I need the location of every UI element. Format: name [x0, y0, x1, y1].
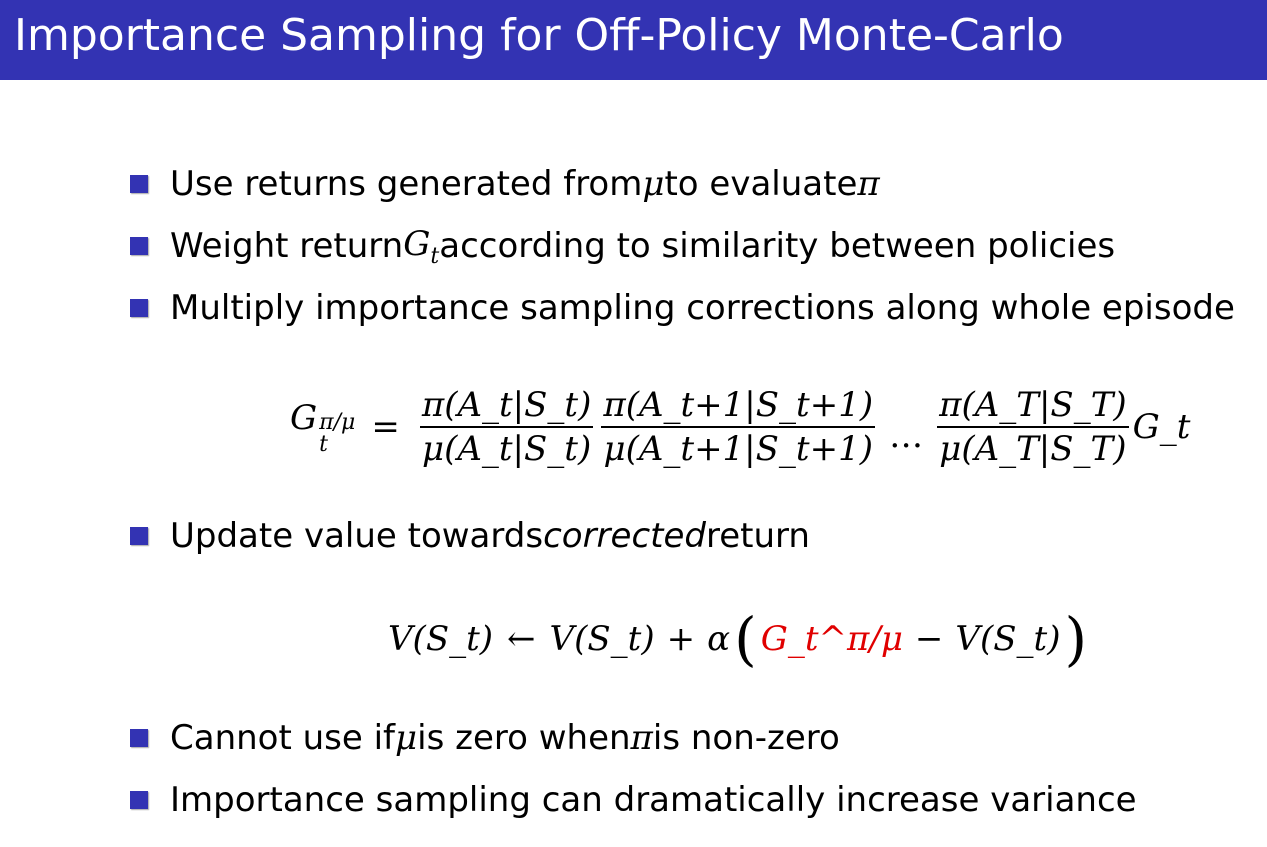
bullet-square-icon	[130, 527, 148, 545]
eq2-arrow: ←	[507, 619, 536, 659]
bullet-square-icon	[130, 729, 148, 747]
eq1-dots: …	[889, 416, 924, 456]
eq1-tail: G_t	[1132, 407, 1191, 447]
eq2-lhs: V(S_t)	[388, 619, 494, 659]
eq2-close-paren: )	[1064, 605, 1088, 673]
bullet-4-emphasis: corrected	[543, 516, 706, 556]
slide-title: Importance Sampling for Off-Policy Monte…	[14, 10, 1064, 61]
eq2-corrected-return: G_t^π/μ	[760, 619, 903, 659]
bullet-item-4: Update value towards corrected return	[130, 514, 810, 558]
bullet-3-text: Multiply importance sampling corrections…	[170, 288, 1235, 328]
bullet-square-icon	[130, 237, 148, 255]
bullet-item-6: Importance sampling can dramatically inc…	[130, 778, 1137, 822]
pi-symbol: π	[857, 164, 880, 204]
mu-symbol: μ	[395, 718, 418, 758]
value-update-equation: V(S_t) ← V(S_t) + α ( G_t^π/μ − V(S_t) )	[388, 604, 1091, 674]
bullet-item-1: Use returns generated from μ to evaluate…	[130, 162, 880, 206]
eq2-alpha: α	[707, 619, 731, 659]
bullet-item-2: Weight return Gt according to similarity…	[130, 223, 1116, 269]
bullet-4-text-pre: Update value towards	[170, 516, 544, 556]
bullet-2-text-pre: Weight return	[170, 226, 404, 266]
bullet-1-text-pre: Use returns generated from	[170, 164, 643, 204]
eq1-fraction-1: π(A_t|S_t) μ(A_t|S_t)	[419, 385, 594, 469]
slide-header: Importance Sampling for Off-Policy Monte…	[0, 0, 1267, 80]
bullet-6-text: Importance sampling can dramatically inc…	[170, 780, 1137, 820]
bullet-2-text-post: according to similarity between policies	[439, 226, 1116, 266]
bullet-square-icon	[130, 791, 148, 809]
eq2-minus: −	[914, 619, 944, 659]
bullet-square-icon	[130, 299, 148, 317]
eq1-fraction-3: π(A_T|S_T) μ(A_T|S_T)	[937, 385, 1129, 469]
pi-symbol: π	[630, 718, 653, 758]
eq2-plus: +	[666, 619, 696, 659]
bullet-square-icon	[130, 175, 148, 193]
bullet-5-text-pre: Cannot use if	[170, 718, 396, 758]
bullet-item-5: Cannot use if μ is zero when π is non-ze…	[130, 716, 840, 760]
eq2-rhs1: V(S_t)	[549, 619, 655, 659]
bullet-5-text-post: is non-zero	[652, 718, 840, 758]
eq1-fraction-2: π(A_t+1|S_t+1) μ(A_t+1|S_t+1)	[601, 385, 876, 469]
eq2-open-paren: (	[734, 605, 757, 673]
eq2-rhs2: V(S_t)	[955, 619, 1061, 659]
bullet-5-text-mid: is zero when	[417, 718, 631, 758]
return-symbol: Gt	[403, 223, 440, 269]
bullet-4-text-post: return	[705, 516, 810, 556]
bullet-item-3: Multiply importance sampling corrections…	[130, 286, 1235, 330]
eq1-equals: =	[371, 407, 400, 447]
mu-symbol: μ	[642, 164, 665, 204]
bullet-1-text-mid: to evaluate	[664, 164, 858, 204]
